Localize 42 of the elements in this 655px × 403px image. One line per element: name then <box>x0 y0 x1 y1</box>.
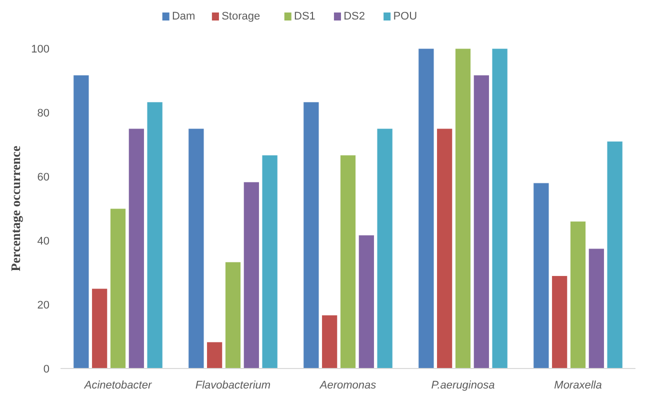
bar <box>588 248 604 368</box>
bar <box>224 262 242 368</box>
bar <box>146 102 163 368</box>
bar <box>322 314 338 368</box>
y-tick-label: 60 <box>37 172 50 184</box>
y-tick-label: 100 <box>31 44 50 56</box>
bar <box>358 234 374 368</box>
bar <box>606 141 623 368</box>
bar <box>533 182 550 368</box>
bar <box>303 102 320 368</box>
legend-label: DS1 <box>294 10 316 22</box>
legend-label: POU <box>393 10 418 22</box>
bar <box>128 128 144 368</box>
legend-label: Dam <box>172 10 196 22</box>
x-tick-label: Aeromonas <box>318 380 377 392</box>
x-tick-label: Flavobacterium <box>195 380 271 392</box>
x-tick-label: Acinetobacter <box>83 380 153 392</box>
bar <box>552 275 568 368</box>
bar <box>206 342 223 368</box>
bar <box>110 208 126 368</box>
bar <box>473 74 490 368</box>
legend-label: DS2 <box>344 10 366 22</box>
bar <box>262 154 278 368</box>
bar <box>570 221 586 368</box>
bar <box>188 128 204 368</box>
bar <box>73 74 90 368</box>
bar <box>436 128 453 368</box>
y-tick-label: 40 <box>37 236 50 248</box>
y-axis-title: Percentage occurrence <box>8 146 24 272</box>
bar <box>454 48 472 368</box>
legend-label: Storage <box>222 10 260 22</box>
bar <box>340 154 356 368</box>
y-tick-label: 0 <box>43 364 50 376</box>
x-tick-label: P.aeruginosa <box>431 380 495 392</box>
bar <box>243 182 260 368</box>
bar <box>92 288 108 368</box>
x-tick-label: Moraxella <box>554 380 602 392</box>
y-tick-label: 20 <box>37 300 50 312</box>
y-tick-label: 80 <box>37 108 50 120</box>
bar <box>376 128 393 368</box>
bar <box>492 48 508 368</box>
bar <box>418 48 434 368</box>
